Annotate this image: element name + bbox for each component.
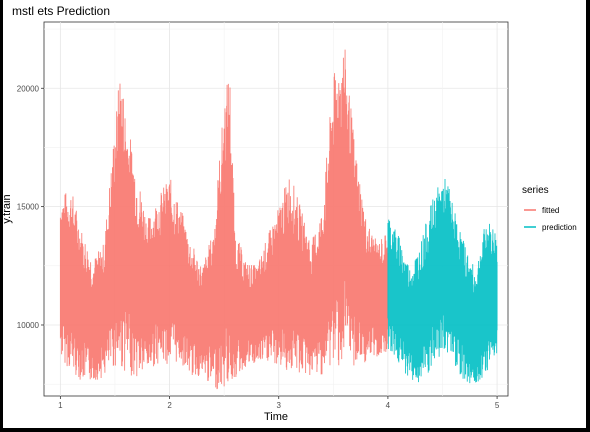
x-tick-label: 5	[495, 401, 500, 410]
legend: series fitted prediction	[522, 185, 577, 232]
series-fitted	[59, 49, 389, 390]
series-prediction	[387, 178, 498, 384]
series-line-fitted	[59, 49, 389, 390]
x-tick-label: 3	[277, 401, 282, 410]
x-axis-label: Time	[264, 411, 288, 423]
y-axis-label: y.train	[1, 194, 13, 223]
x-tick-label: 2	[167, 401, 172, 410]
y-axis-ticks: 10000 15000 20000	[17, 84, 44, 330]
legend-title: series	[522, 185, 549, 196]
y-tick-label: 20000	[17, 84, 40, 93]
y-tick-label: 15000	[17, 203, 40, 212]
series-layer	[59, 49, 498, 390]
x-tick-label: 4	[386, 401, 391, 410]
y-tick-label: 10000	[17, 321, 40, 330]
chart-title: mstl ets Prediction	[12, 4, 110, 18]
x-axis-ticks: 1 2 3 4 5	[58, 396, 500, 410]
x-tick-label: 1	[58, 401, 63, 410]
legend-label-prediction: prediction	[542, 223, 577, 232]
legend-label-fitted: fitted	[542, 206, 559, 215]
series-line-prediction	[387, 178, 498, 384]
